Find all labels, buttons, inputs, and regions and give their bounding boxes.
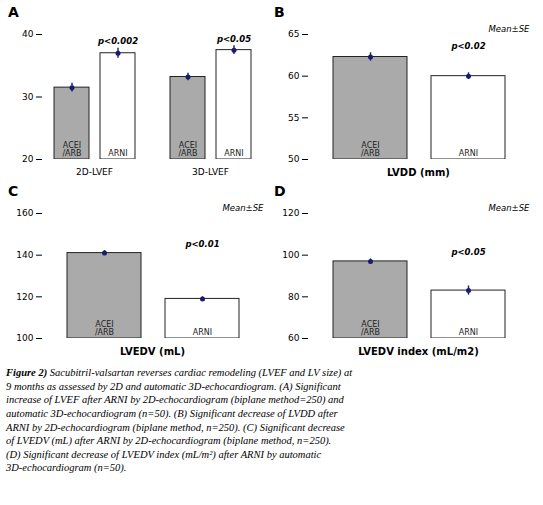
- svg-text:ACEI/ARB: ACEI/ARB: [95, 320, 114, 337]
- svg-text:p<0.05: p<0.05: [450, 247, 485, 257]
- svg-text:p<0.01: p<0.01: [184, 239, 219, 249]
- svg-text:Mean±SE: Mean±SE: [488, 203, 530, 213]
- html-text:LVDD (mm): LVDD (mm): [387, 167, 450, 178]
- svg-text:100: 100: [282, 250, 299, 260]
- svg-text:ARNI: ARNI: [459, 149, 478, 158]
- html-text:LVEDV index (mL/m2): LVEDV index (mL/m2): [358, 346, 479, 357]
- svg-text:2D-LVEF: 2D-LVEF: [76, 167, 113, 177]
- svg-text:55: 55: [288, 113, 299, 123]
- html-text:A: A: [8, 4, 19, 20]
- html-text:B: B: [274, 4, 285, 20]
- svg-text:80: 80: [288, 292, 300, 302]
- svg-text:60: 60: [288, 71, 300, 81]
- svg-text:Mean±SE: Mean±SE: [222, 203, 264, 213]
- svg-text:30: 30: [22, 92, 34, 102]
- svg-text:ACEI/ARB: ACEI/ARB: [361, 141, 380, 158]
- svg-text:ARNI: ARNI: [224, 149, 243, 158]
- svg-text:ARNI: ARNI: [459, 328, 478, 337]
- svg-text:120: 120: [16, 292, 33, 302]
- html-text:D: D: [274, 183, 286, 199]
- html-text:Figure 2) Sacubitril-valsartan: Figure 2) Sacubitril-valsartan reverses …: [6, 367, 353, 474]
- svg-text:p<0.05: p<0.05: [216, 34, 251, 44]
- svg-text:Mean±SE: Mean±SE: [488, 24, 530, 34]
- svg-text:60: 60: [288, 333, 300, 343]
- html-text:C: C: [8, 183, 19, 199]
- svg-text:140: 140: [16, 250, 33, 260]
- svg-text:p<0.002: p<0.002: [97, 36, 138, 46]
- svg-text:160: 160: [16, 208, 33, 218]
- svg-text:40: 40: [22, 29, 34, 39]
- svg-text:100: 100: [16, 333, 33, 343]
- svg-text:ACEI/ARB: ACEI/ARB: [62, 141, 81, 158]
- svg-text:ARNI: ARNI: [108, 149, 127, 158]
- svg-text:p<0.02: p<0.02: [450, 41, 485, 51]
- svg-text:65: 65: [288, 29, 299, 39]
- svg-text:ACEI/ARB: ACEI/ARB: [178, 141, 197, 158]
- svg-text:ARNI: ARNI: [193, 328, 212, 337]
- html-text:LVEDV (mL): LVEDV (mL): [120, 346, 185, 357]
- svg-text:50: 50: [288, 154, 300, 164]
- svg-text:ACEI/ARB: ACEI/ARB: [361, 320, 380, 337]
- svg-text:20: 20: [22, 154, 34, 164]
- svg-text:120: 120: [282, 208, 299, 218]
- svg-text:3D-LVEF: 3D-LVEF: [192, 167, 229, 177]
